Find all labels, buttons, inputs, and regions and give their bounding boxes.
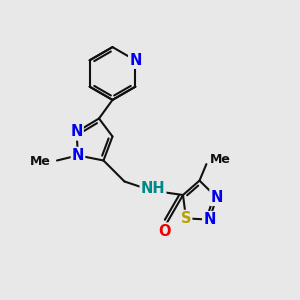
Text: Me: Me xyxy=(209,153,230,166)
Text: S: S xyxy=(181,211,191,226)
Text: N: N xyxy=(70,124,83,140)
Text: O: O xyxy=(158,224,170,238)
Text: Me: Me xyxy=(30,155,51,168)
Text: N: N xyxy=(129,53,142,68)
Text: N: N xyxy=(72,148,84,163)
Text: NH: NH xyxy=(141,181,165,196)
Text: N: N xyxy=(203,212,216,227)
Text: N: N xyxy=(210,190,223,205)
